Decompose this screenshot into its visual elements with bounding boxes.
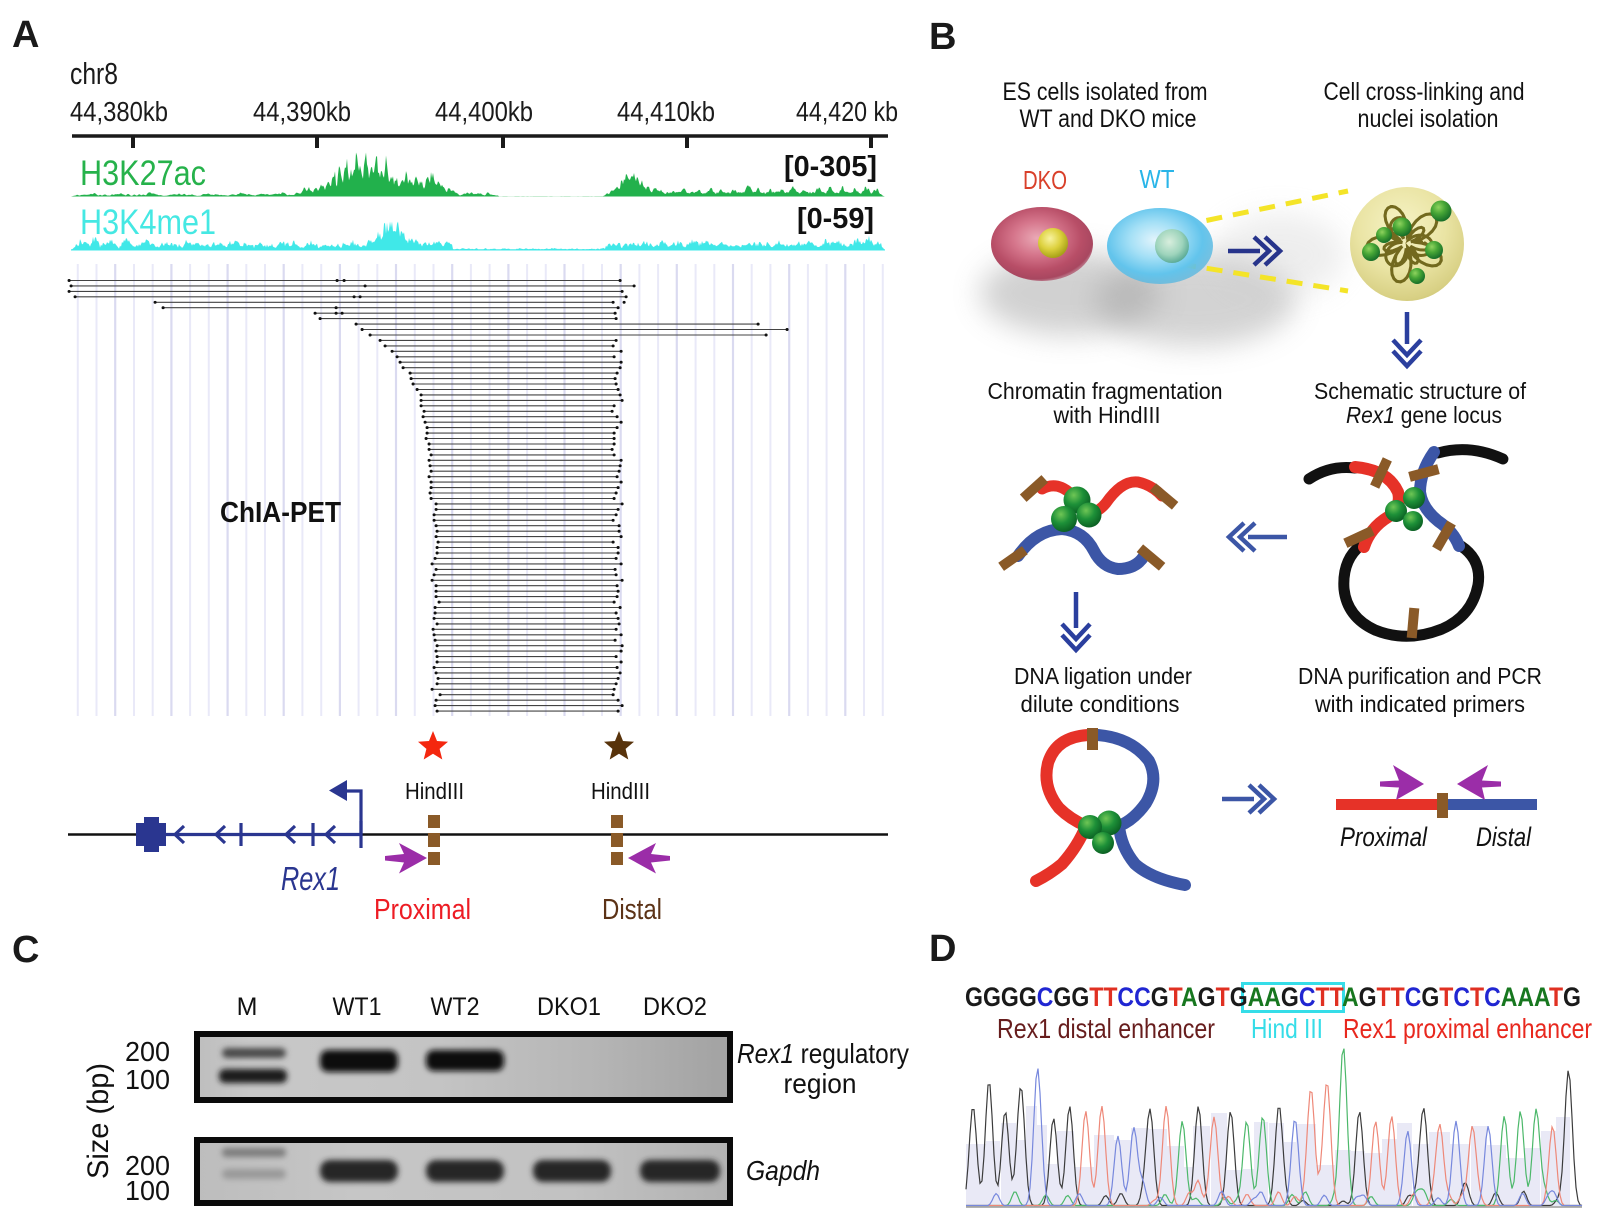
svg-text:with HindIII: with HindIII bbox=[1053, 402, 1161, 428]
svg-text:44,390kb: 44,390kb bbox=[253, 96, 351, 127]
svg-text:GGGGCGGTTCCGTAGTGAAGCTTAGTTCGT: GGGGCGGTTCCGTAGTGAAGCTTAGTTCGTCTCAAATG bbox=[965, 982, 1581, 1012]
svg-text:WT2: WT2 bbox=[431, 993, 480, 1021]
svg-text:dilute conditions: dilute conditions bbox=[1021, 691, 1180, 717]
svg-text:WT1: WT1 bbox=[333, 993, 382, 1021]
svg-text:region: region bbox=[784, 1068, 857, 1099]
svg-text:HindIII: HindIII bbox=[405, 778, 464, 804]
svg-text:Size (bp): Size (bp) bbox=[82, 1063, 115, 1179]
svg-text:HindIII: HindIII bbox=[591, 778, 650, 804]
svg-text:100: 100 bbox=[125, 1064, 170, 1095]
svg-text:H3K4me1: H3K4me1 bbox=[80, 203, 216, 242]
svg-text:Rex1 distal enhancer: Rex1 distal enhancer bbox=[997, 1013, 1215, 1044]
svg-text:chr8: chr8 bbox=[70, 56, 118, 91]
svg-text:Hind III: Hind III bbox=[1251, 1013, 1323, 1044]
svg-text:[0-305]: [0-305] bbox=[784, 151, 877, 183]
svg-text:nuclei isolation: nuclei isolation bbox=[1358, 105, 1499, 133]
svg-text:C: C bbox=[12, 929, 39, 971]
svg-text:200: 200 bbox=[125, 1150, 170, 1181]
svg-text:D: D bbox=[929, 928, 956, 970]
svg-text:Distal: Distal bbox=[1476, 822, 1532, 852]
svg-text:A: A bbox=[12, 14, 39, 56]
svg-text:H3K27ac: H3K27ac bbox=[80, 154, 206, 193]
svg-text:B: B bbox=[929, 16, 956, 58]
svg-text:Rex1 gene locus: Rex1 gene locus bbox=[1346, 402, 1502, 428]
svg-text:Cell cross-linking and: Cell cross-linking and bbox=[1324, 78, 1525, 106]
svg-text:ChIA-PET: ChIA-PET bbox=[220, 497, 341, 529]
svg-text:44,400kb: 44,400kb bbox=[435, 96, 533, 127]
svg-text:DKO: DKO bbox=[1023, 165, 1067, 195]
svg-text:Rex1: Rex1 bbox=[281, 860, 340, 897]
svg-text:100: 100 bbox=[125, 1175, 170, 1206]
svg-text:with indicated primers: with indicated primers bbox=[1314, 691, 1525, 717]
svg-text:Proximal: Proximal bbox=[374, 894, 471, 926]
svg-text:WT: WT bbox=[1140, 164, 1175, 194]
svg-text:[0-59]: [0-59] bbox=[797, 203, 874, 235]
svg-text:Proximal: Proximal bbox=[1340, 822, 1428, 852]
svg-text:Distal: Distal bbox=[602, 894, 662, 926]
svg-text:DKO1: DKO1 bbox=[537, 993, 601, 1021]
svg-text:200: 200 bbox=[125, 1036, 170, 1067]
svg-text:DNA ligation under: DNA ligation under bbox=[1014, 663, 1192, 689]
svg-text:Rex1 proximal enhancer: Rex1 proximal enhancer bbox=[1343, 1013, 1592, 1044]
svg-text:DNA purification and PCR: DNA purification and PCR bbox=[1298, 663, 1542, 689]
svg-text:Schematic structure of: Schematic structure of bbox=[1314, 378, 1527, 404]
svg-text:Gapdh: Gapdh bbox=[746, 1155, 820, 1186]
svg-text:WT and DKO mice: WT and DKO mice bbox=[1020, 105, 1197, 133]
svg-text:DKO2: DKO2 bbox=[643, 993, 707, 1021]
svg-text:ES cells isolated from: ES cells isolated from bbox=[1003, 78, 1208, 106]
svg-text:Rex1 regulatory: Rex1 regulatory bbox=[737, 1038, 909, 1069]
svg-text:44,420 kb: 44,420 kb bbox=[796, 96, 898, 127]
svg-text:44,380kb: 44,380kb bbox=[70, 96, 168, 127]
svg-text:Chromatin fragmentation: Chromatin fragmentation bbox=[988, 378, 1223, 404]
svg-text:M: M bbox=[237, 993, 258, 1021]
svg-text:44,410kb: 44,410kb bbox=[617, 96, 715, 127]
